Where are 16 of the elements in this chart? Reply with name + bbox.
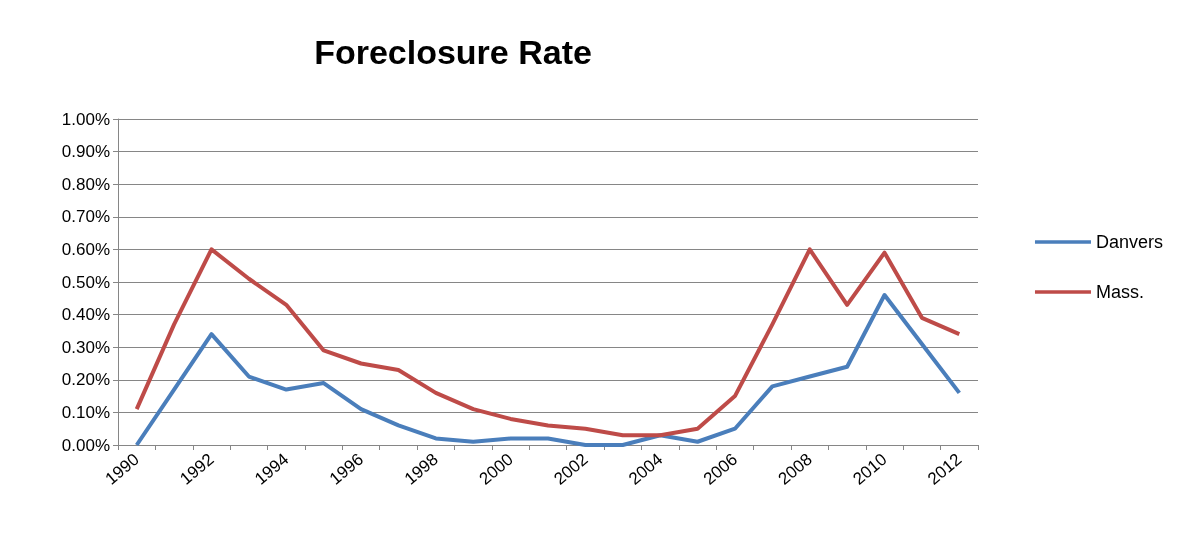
y-tick-label: 0.30% bbox=[61, 337, 110, 357]
y-tick-label: 0.20% bbox=[61, 370, 110, 390]
line-series bbox=[134, 293, 962, 447]
y-tick-label: 0.50% bbox=[61, 272, 110, 292]
y-tick-label: 0.60% bbox=[61, 239, 110, 259]
y-tick-label: 0.90% bbox=[61, 142, 110, 162]
legend-label: Danvers bbox=[1095, 232, 1164, 252]
y-tick-label: 0.80% bbox=[61, 174, 110, 194]
chart-title: Foreclosure Rate bbox=[314, 33, 592, 71]
y-tick-label: 0.40% bbox=[61, 305, 110, 325]
legend-label: Mass. bbox=[1095, 282, 1144, 302]
y-tick-label: 0.10% bbox=[61, 402, 110, 422]
y-tick-label: 1.00% bbox=[61, 109, 110, 129]
y-tick-label: 0.00% bbox=[61, 435, 110, 455]
y-tick-label: 0.70% bbox=[61, 207, 110, 227]
line-series bbox=[134, 247, 962, 438]
